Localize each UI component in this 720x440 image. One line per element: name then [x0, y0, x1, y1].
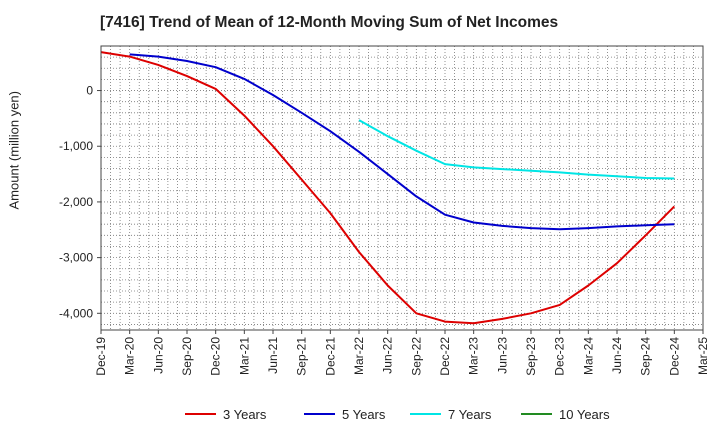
chart-title: [7416] Trend of Mean of 12-Month Moving … [100, 14, 559, 31]
x-tick-label: Dec-24 [667, 337, 681, 376]
x-tick-label: Dec-23 [553, 337, 567, 376]
x-tick-label: Jun-23 [495, 337, 509, 374]
x-tick-label: Sep-24 [639, 337, 653, 376]
x-tick-label: Mar-22 [352, 337, 366, 375]
series-line-7-years [358, 119, 675, 180]
x-tick-label: Mar-25 [696, 337, 710, 375]
x-tick-label: Sep-23 [524, 337, 538, 376]
x-tick-label: Jun-21 [266, 337, 280, 374]
legend-label: 5 Years [342, 407, 386, 422]
x-tick-label: Sep-22 [409, 337, 423, 376]
x-tick-label: Sep-20 [180, 337, 194, 376]
y-tick-label: -4,000 [59, 306, 93, 320]
y-tick-label: -2,000 [59, 195, 93, 209]
x-tick-label: Mar-20 [123, 337, 137, 375]
legend-label: 3 Years [223, 407, 267, 422]
series-line-5-years [129, 53, 675, 231]
x-tick-label: Jun-22 [381, 337, 395, 374]
grid-lines [100, 45, 704, 330]
x-tick-label: Dec-20 [209, 337, 223, 376]
x-tick-label: Mar-24 [581, 337, 595, 375]
x-tick-label: Jun-24 [610, 337, 624, 374]
x-tick-label: Sep-21 [295, 337, 309, 376]
legend-label: 7 Years [448, 407, 492, 422]
series-line-3-years [100, 51, 676, 325]
plot-area [101, 46, 703, 330]
x-tick-labels: Dec-19 Mar-20 Jun-20 Sep-20 Dec-20 Mar-21 Jun-… [94, 330, 710, 376]
x-tick-label: Jun-20 [151, 337, 165, 374]
plot-border [100, 45, 704, 331]
x-tick-label: Dec-19 [94, 337, 108, 376]
x-tick-label: Mar-21 [237, 337, 251, 375]
y-tick-labels: 0 -1,000 -2,000 -3,000 -4,000 [59, 84, 101, 320]
y-tick-label: 0 [86, 84, 93, 98]
plot-frame [100, 45, 704, 331]
legend-label: 10 Years [559, 407, 610, 422]
y-tick-label: -1,000 [59, 139, 93, 153]
series-lines [100, 51, 676, 325]
y-tick-label: -3,000 [59, 251, 93, 265]
legend: 3 Years 5 Years 7 Years 10 Years [185, 407, 610, 422]
x-tick-label: Dec-22 [438, 337, 452, 376]
x-tick-label: Dec-21 [323, 337, 337, 376]
x-tick-label: Mar-23 [467, 337, 481, 375]
